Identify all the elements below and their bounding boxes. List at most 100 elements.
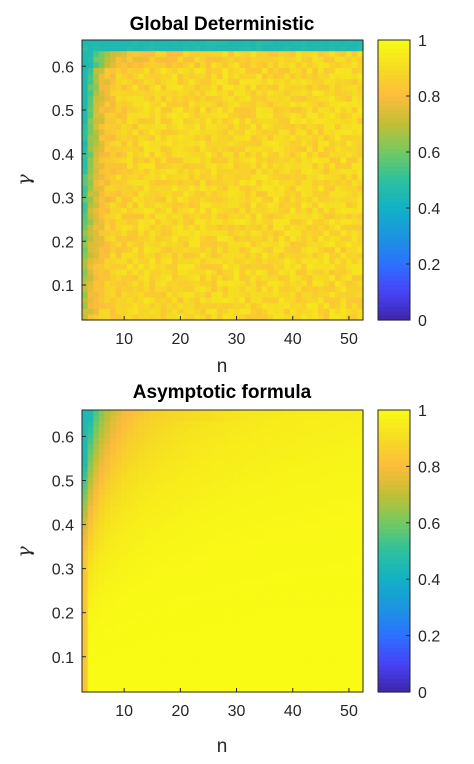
heatmap-cell (222, 303, 229, 310)
heatmap-cell (160, 247, 167, 254)
heatmap-cell (312, 562, 319, 569)
heatmap-cell (200, 472, 207, 479)
heatmap-cell (149, 79, 156, 86)
heatmap-cell (244, 185, 252, 192)
heatmap-cell (155, 180, 162, 187)
heatmap-cell (284, 658, 291, 665)
heatmap-cell (312, 269, 319, 276)
heatmap-cell (205, 618, 212, 625)
heatmap-cell (188, 500, 195, 507)
heatmap-cell (323, 517, 330, 524)
heatmap-cell (188, 432, 195, 439)
heatmap-cell (110, 460, 117, 467)
heatmap-cell (104, 152, 111, 159)
heatmap-cell (126, 286, 134, 293)
heatmap-cell (104, 157, 111, 164)
heatmap-cell (239, 488, 246, 496)
heatmap-cell (121, 157, 128, 164)
heatmap-cell (155, 534, 162, 541)
colorbar-swatch (378, 79, 410, 85)
heatmap-cell (250, 410, 257, 417)
heatmap-cell (329, 96, 336, 103)
heatmap-cell (126, 438, 134, 445)
heatmap-cell (177, 96, 184, 103)
colorbar-swatch (378, 267, 410, 273)
heatmap-cell (222, 213, 229, 220)
heatmap-cell (222, 45, 229, 52)
heatmap-cell (87, 511, 94, 518)
heatmap-cell (194, 551, 201, 558)
heatmap-cell (216, 185, 224, 192)
heatmap-cell (222, 551, 229, 558)
heatmap-cell (82, 669, 89, 676)
heatmap-cell (346, 236, 353, 243)
heatmap-cell (216, 658, 224, 665)
heatmap-cell (267, 607, 274, 614)
heatmap-cell (233, 180, 240, 187)
heatmap-cell (160, 196, 167, 203)
heatmap-cell (98, 292, 106, 299)
heatmap-cell (340, 680, 347, 687)
heatmap-cell (98, 96, 106, 103)
heatmap-cell (143, 213, 151, 220)
heatmap-cell (228, 584, 235, 592)
heatmap-cell (351, 96, 358, 103)
heatmap-cell (132, 500, 139, 507)
heatmap-cell (250, 230, 257, 237)
heatmap-cell (166, 174, 173, 181)
heatmap-cell (289, 511, 297, 518)
heatmap-cell (149, 275, 156, 282)
heatmap-cell (233, 292, 240, 299)
heatmap-cell (143, 45, 151, 52)
heatmap-cell (183, 483, 190, 490)
heatmap-cell (351, 107, 358, 114)
heatmap-cell (284, 443, 291, 451)
heatmap-cell (256, 252, 263, 259)
heatmap-cell (194, 308, 201, 315)
heatmap-cell (160, 174, 167, 181)
heatmap-cell (126, 303, 134, 310)
heatmap-cell (82, 443, 89, 451)
heatmap-cell (188, 545, 195, 552)
heatmap-cell (211, 646, 218, 654)
heatmap-cell (194, 241, 201, 248)
heatmap-cell (200, 79, 207, 86)
heatmap-cell (244, 163, 252, 170)
heatmap-cell (104, 79, 111, 86)
heatmap-cell (289, 438, 297, 445)
heatmap-cell (211, 269, 218, 276)
heatmap-cell (155, 135, 162, 142)
heatmap-cell (177, 112, 184, 119)
heatmap-cell (351, 275, 358, 282)
heatmap-cell (194, 314, 201, 321)
heatmap-cell (318, 551, 325, 558)
heatmap-cell (149, 466, 156, 473)
colorbar-swatch (378, 276, 410, 282)
heatmap-cell (216, 443, 224, 451)
heatmap-cell (239, 415, 246, 422)
heatmap-cell (244, 505, 252, 513)
heatmap-cell (357, 196, 364, 203)
heatmap-cell (166, 96, 173, 103)
heatmap-cell (93, 477, 100, 484)
heatmap-cell (334, 297, 342, 304)
heatmap-cell (295, 438, 302, 445)
heatmap-cell (194, 40, 201, 47)
heatmap-cell (171, 466, 179, 473)
heatmap-cell (93, 90, 100, 97)
heatmap-cell (323, 68, 330, 75)
heatmap-cell (115, 511, 122, 518)
heatmap-cell (318, 264, 325, 271)
heatmap-cell (295, 185, 302, 192)
heatmap-cell (351, 185, 358, 192)
heatmap-cell (205, 124, 212, 131)
heatmap-cell (256, 40, 263, 47)
heatmap-cell (301, 51, 308, 58)
heatmap-cell (143, 590, 151, 597)
heatmap-cell (244, 629, 252, 637)
heatmap-cell (211, 488, 218, 496)
heatmap-cell (132, 297, 139, 304)
heatmap-cell (205, 79, 212, 86)
heatmap-cell (82, 124, 89, 131)
heatmap-cell (244, 460, 252, 467)
